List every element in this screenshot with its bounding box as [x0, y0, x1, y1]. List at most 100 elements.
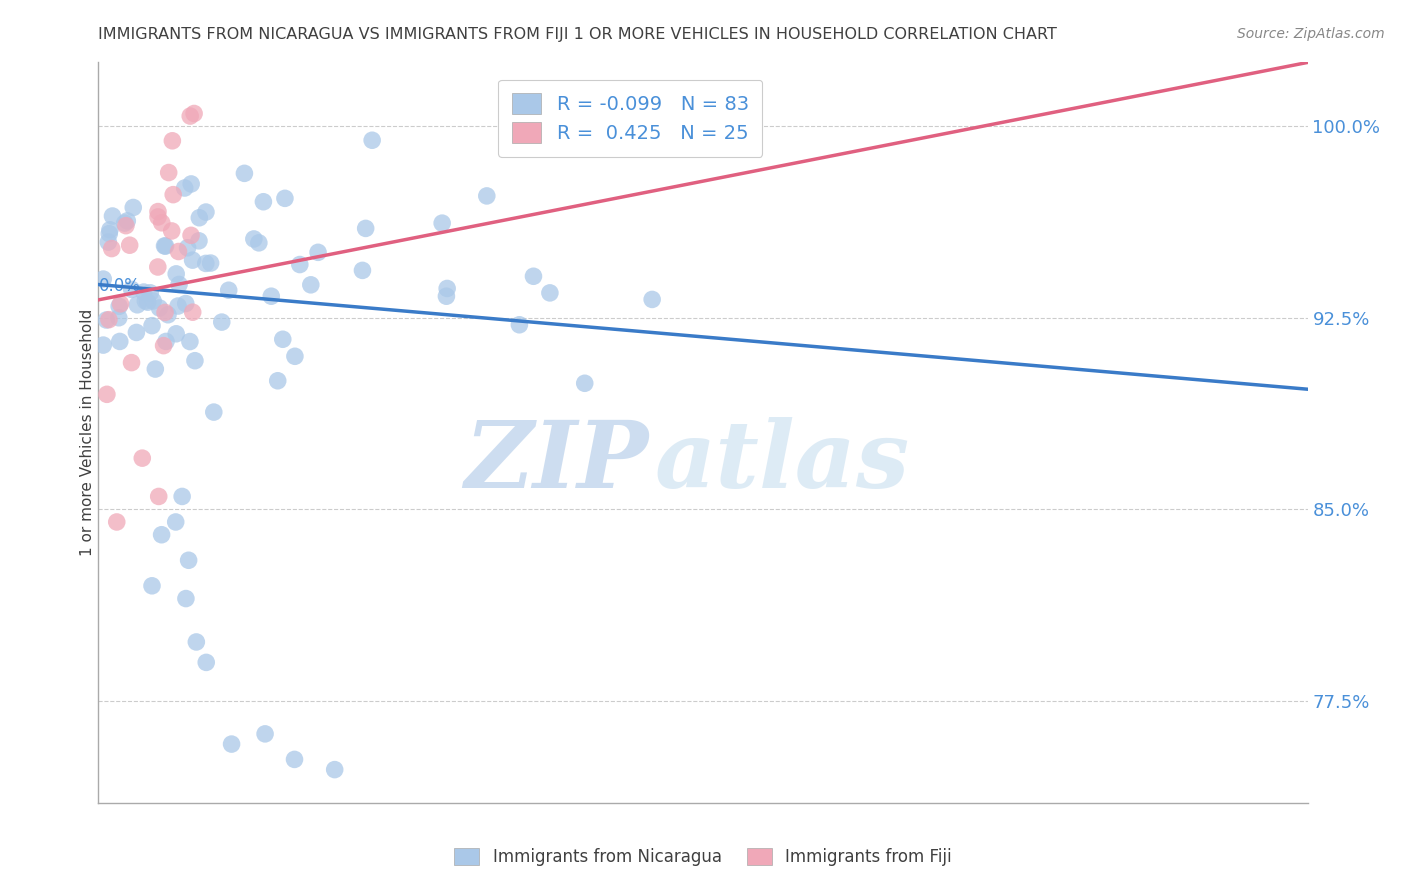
Point	[108, 334, 131, 349]
Point	[194, 205, 217, 219]
Point	[141, 579, 163, 593]
Point	[134, 293, 156, 308]
Point	[176, 241, 198, 255]
Point	[254, 727, 277, 741]
Point	[127, 298, 149, 312]
Point	[173, 181, 195, 195]
Point	[121, 356, 143, 370]
Point	[146, 204, 169, 219]
Point	[132, 285, 155, 299]
Point	[267, 374, 290, 388]
Point	[125, 326, 148, 340]
Point	[91, 338, 114, 352]
Text: 0.0%: 0.0%	[98, 277, 141, 295]
Point	[122, 201, 145, 215]
Point	[194, 256, 217, 270]
Point	[98, 223, 121, 237]
Point	[172, 490, 194, 504]
Point	[114, 216, 136, 230]
Point	[508, 318, 530, 332]
Point	[522, 269, 544, 284]
Point	[177, 553, 200, 567]
Point	[97, 235, 120, 249]
Legend: Immigrants from Nicaragua, Immigrants from Fiji: Immigrants from Nicaragua, Immigrants fr…	[446, 840, 960, 875]
Point	[284, 349, 307, 363]
Point	[167, 244, 190, 259]
Point	[96, 387, 118, 401]
Point	[174, 296, 197, 310]
Point	[91, 272, 114, 286]
Point	[146, 210, 169, 224]
Point	[183, 106, 205, 120]
Point	[221, 737, 243, 751]
Point	[155, 334, 177, 349]
Point	[108, 310, 131, 325]
Point	[475, 189, 498, 203]
Point	[283, 752, 305, 766]
Point	[139, 285, 162, 300]
Legend: R = -0.099   N = 83, R =  0.425   N = 25: R = -0.099 N = 83, R = 0.425 N = 25	[498, 79, 762, 157]
Point	[115, 219, 138, 233]
Point	[186, 635, 208, 649]
Point	[165, 515, 187, 529]
Point	[323, 763, 346, 777]
Point	[288, 258, 311, 272]
Point	[157, 165, 180, 179]
Point	[299, 277, 322, 292]
Point	[218, 283, 240, 297]
Point	[142, 293, 165, 308]
Point	[247, 235, 270, 250]
Text: IMMIGRANTS FROM NICARAGUA VS IMMIGRANTS FROM FIJI 1 OR MORE VEHICLES IN HOUSEHOL: IMMIGRANTS FROM NICARAGUA VS IMMIGRANTS …	[98, 27, 1057, 42]
Point	[148, 301, 170, 315]
Point	[96, 313, 118, 327]
Point	[252, 194, 274, 209]
Point	[165, 326, 187, 341]
Point	[243, 232, 266, 246]
Point	[181, 253, 204, 268]
Point	[108, 299, 131, 313]
Point	[152, 338, 174, 352]
Point	[180, 228, 202, 243]
Y-axis label: 1 or more Vehicles in Household: 1 or more Vehicles in Household	[80, 309, 94, 557]
Point	[274, 191, 297, 205]
Point	[167, 277, 190, 292]
Point	[150, 216, 173, 230]
Point	[436, 281, 458, 295]
Point	[202, 405, 225, 419]
Point	[165, 267, 187, 281]
Point	[352, 263, 374, 277]
Point	[361, 133, 384, 147]
Point	[146, 260, 169, 274]
Point	[100, 242, 122, 256]
Point	[143, 362, 166, 376]
Text: Source: ZipAtlas.com: Source: ZipAtlas.com	[1237, 27, 1385, 41]
Point	[574, 376, 596, 391]
Point	[260, 289, 283, 303]
Point	[105, 515, 128, 529]
Point	[538, 285, 561, 300]
Point	[430, 216, 453, 230]
Point	[354, 221, 377, 235]
Point	[153, 305, 176, 319]
Point	[211, 315, 233, 329]
Point	[118, 238, 141, 252]
Point	[307, 245, 329, 260]
Point	[156, 308, 179, 322]
Point	[180, 177, 202, 191]
Point	[160, 224, 183, 238]
Point	[162, 134, 184, 148]
Point	[131, 451, 153, 466]
Point	[148, 490, 170, 504]
Point	[174, 591, 197, 606]
Point	[141, 318, 163, 333]
Point	[195, 656, 218, 670]
Point	[233, 166, 256, 180]
Point	[436, 289, 458, 303]
Point	[167, 299, 190, 313]
Point	[97, 312, 120, 326]
Point	[101, 209, 124, 223]
Point	[117, 214, 139, 228]
Point	[121, 282, 143, 296]
Point	[98, 227, 121, 241]
Point	[181, 305, 204, 319]
